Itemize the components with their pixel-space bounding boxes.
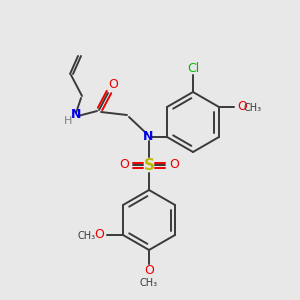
Text: O: O	[108, 79, 118, 92]
Text: H: H	[64, 116, 72, 126]
Text: CH₃: CH₃	[244, 103, 262, 113]
Text: CH₃: CH₃	[140, 278, 158, 288]
Text: CH₃: CH₃	[78, 231, 96, 241]
Text: S: S	[143, 158, 155, 172]
Text: O: O	[94, 229, 104, 242]
Text: O: O	[144, 265, 154, 278]
Text: Cl: Cl	[187, 61, 199, 74]
Text: O: O	[119, 158, 129, 172]
Text: O: O	[169, 158, 179, 172]
Text: O: O	[237, 100, 247, 113]
Text: N: N	[143, 130, 153, 142]
Text: N: N	[71, 109, 81, 122]
